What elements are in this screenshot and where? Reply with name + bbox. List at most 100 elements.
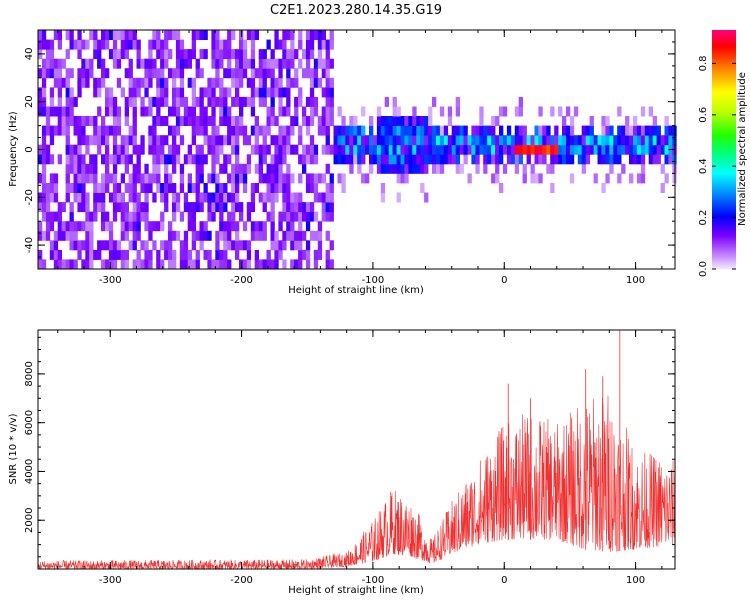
heatmap-cell — [250, 183, 256, 193]
heatmap-cell — [49, 135, 55, 146]
heatmap-cell — [101, 173, 106, 184]
heatmap-cell — [219, 116, 224, 126]
heatmap-cell — [302, 116, 307, 126]
heatmap-cell — [530, 135, 535, 146]
heatmap-cell — [57, 68, 62, 79]
heatmap-cell — [156, 249, 161, 260]
heatmap-cell — [207, 192, 212, 203]
heatmap-cell — [77, 125, 82, 136]
heatmap-cell — [112, 96, 118, 107]
heatmap-cell — [179, 68, 185, 79]
heatmap-cell — [278, 77, 283, 88]
heatmap-cell — [132, 230, 137, 241]
heatmap-cell — [108, 154, 114, 165]
heatmap-cell — [621, 135, 626, 146]
heatmap-cell — [136, 39, 141, 50]
heatmap-cell — [294, 192, 299, 203]
heatmap-cell — [609, 125, 614, 136]
heatmap-cell — [89, 154, 94, 165]
heatmap-cell — [93, 87, 98, 98]
heatmap-cell — [219, 106, 224, 117]
heatmap-cell — [38, 68, 43, 79]
heatmap-cell — [85, 240, 90, 251]
heatmap-cell — [195, 68, 200, 79]
heatmap-cell — [69, 183, 74, 193]
heatmap-cell — [278, 96, 283, 107]
heatmap-cell — [203, 249, 208, 260]
heatmap-cell — [219, 183, 224, 193]
heatmap-cell — [278, 58, 283, 69]
heatmap-cell — [569, 173, 575, 184]
heatmap-cell — [380, 163, 386, 174]
heatmap-cell — [353, 144, 358, 155]
heatmap-cell — [69, 96, 74, 107]
heatmap-cell — [459, 163, 464, 174]
heatmap-cell — [270, 173, 275, 184]
heatmap-cell — [41, 68, 47, 79]
heatmap-cell — [172, 163, 177, 174]
heatmap-cell — [195, 249, 200, 260]
heatmap-cell — [325, 39, 330, 50]
heatmap-cell — [132, 39, 137, 50]
heatmap-cell — [274, 259, 279, 270]
heatmap-cell — [227, 192, 232, 203]
heatmap-cell — [668, 154, 673, 165]
heatmap-cell — [341, 144, 346, 155]
heatmap-cell — [101, 211, 106, 222]
heatmap-cell — [262, 58, 267, 69]
heatmap-cell — [652, 135, 657, 146]
heatmap-cell — [69, 230, 74, 241]
heatmap-cell — [495, 154, 500, 165]
heatmap-cell — [227, 30, 232, 40]
heatmap-cell — [69, 106, 74, 117]
heatmap-cell — [309, 68, 315, 79]
heatmap-cell — [227, 68, 232, 79]
heatmap-cell — [341, 173, 346, 184]
heatmap-cell — [270, 240, 275, 251]
heatmap-cell — [203, 30, 208, 40]
heatmap-cell — [85, 77, 90, 88]
heatmap-cell — [550, 163, 555, 174]
heatmap-cell — [475, 125, 480, 136]
heatmap-cell — [617, 106, 622, 117]
heatmap-cell — [183, 259, 189, 270]
heatmap-cell — [321, 87, 326, 98]
heatmap-cell — [258, 192, 263, 203]
heatmap-cell — [305, 249, 311, 260]
heatmap-cell — [69, 30, 74, 40]
heatmap-cell — [116, 192, 122, 203]
heatmap-cell — [93, 39, 98, 50]
heatmap-cell — [309, 49, 315, 60]
heatmap-cell — [136, 211, 141, 222]
heatmap-cell — [183, 240, 189, 251]
heatmap-cell — [223, 39, 228, 50]
heatmap-cell — [65, 192, 70, 203]
heatmap-cell — [483, 125, 488, 136]
heatmap-cell — [282, 49, 287, 60]
heatmap-cell — [278, 173, 283, 184]
heatmap-cell — [93, 49, 98, 60]
heatmap-cell — [380, 183, 386, 193]
heatmap-cell — [183, 202, 189, 213]
heatmap-cell — [207, 87, 212, 98]
heatmap-cell — [112, 125, 118, 136]
heatmap-cell — [400, 144, 405, 155]
heatmap-cell — [380, 125, 386, 136]
heatmap-cell — [211, 87, 216, 98]
heatmap-cell — [77, 116, 82, 126]
heatmap-cell — [168, 173, 173, 184]
heatmap-cell — [45, 221, 51, 232]
heatmap-cell — [53, 240, 59, 251]
heatmap-cell — [447, 135, 453, 146]
heatmap-cell — [132, 116, 137, 126]
heatmap-cell — [644, 125, 650, 136]
heatmap-cell — [317, 58, 323, 69]
heatmap-cell — [278, 221, 283, 232]
figure-title: C2E1.2023.280.14.35.G19 — [270, 3, 442, 18]
heatmap-cell — [211, 116, 216, 126]
heatmap-cell — [89, 68, 94, 79]
heatmap-cell — [65, 30, 70, 40]
heatmap-cell — [112, 259, 118, 270]
heatmap-cell — [179, 135, 185, 146]
